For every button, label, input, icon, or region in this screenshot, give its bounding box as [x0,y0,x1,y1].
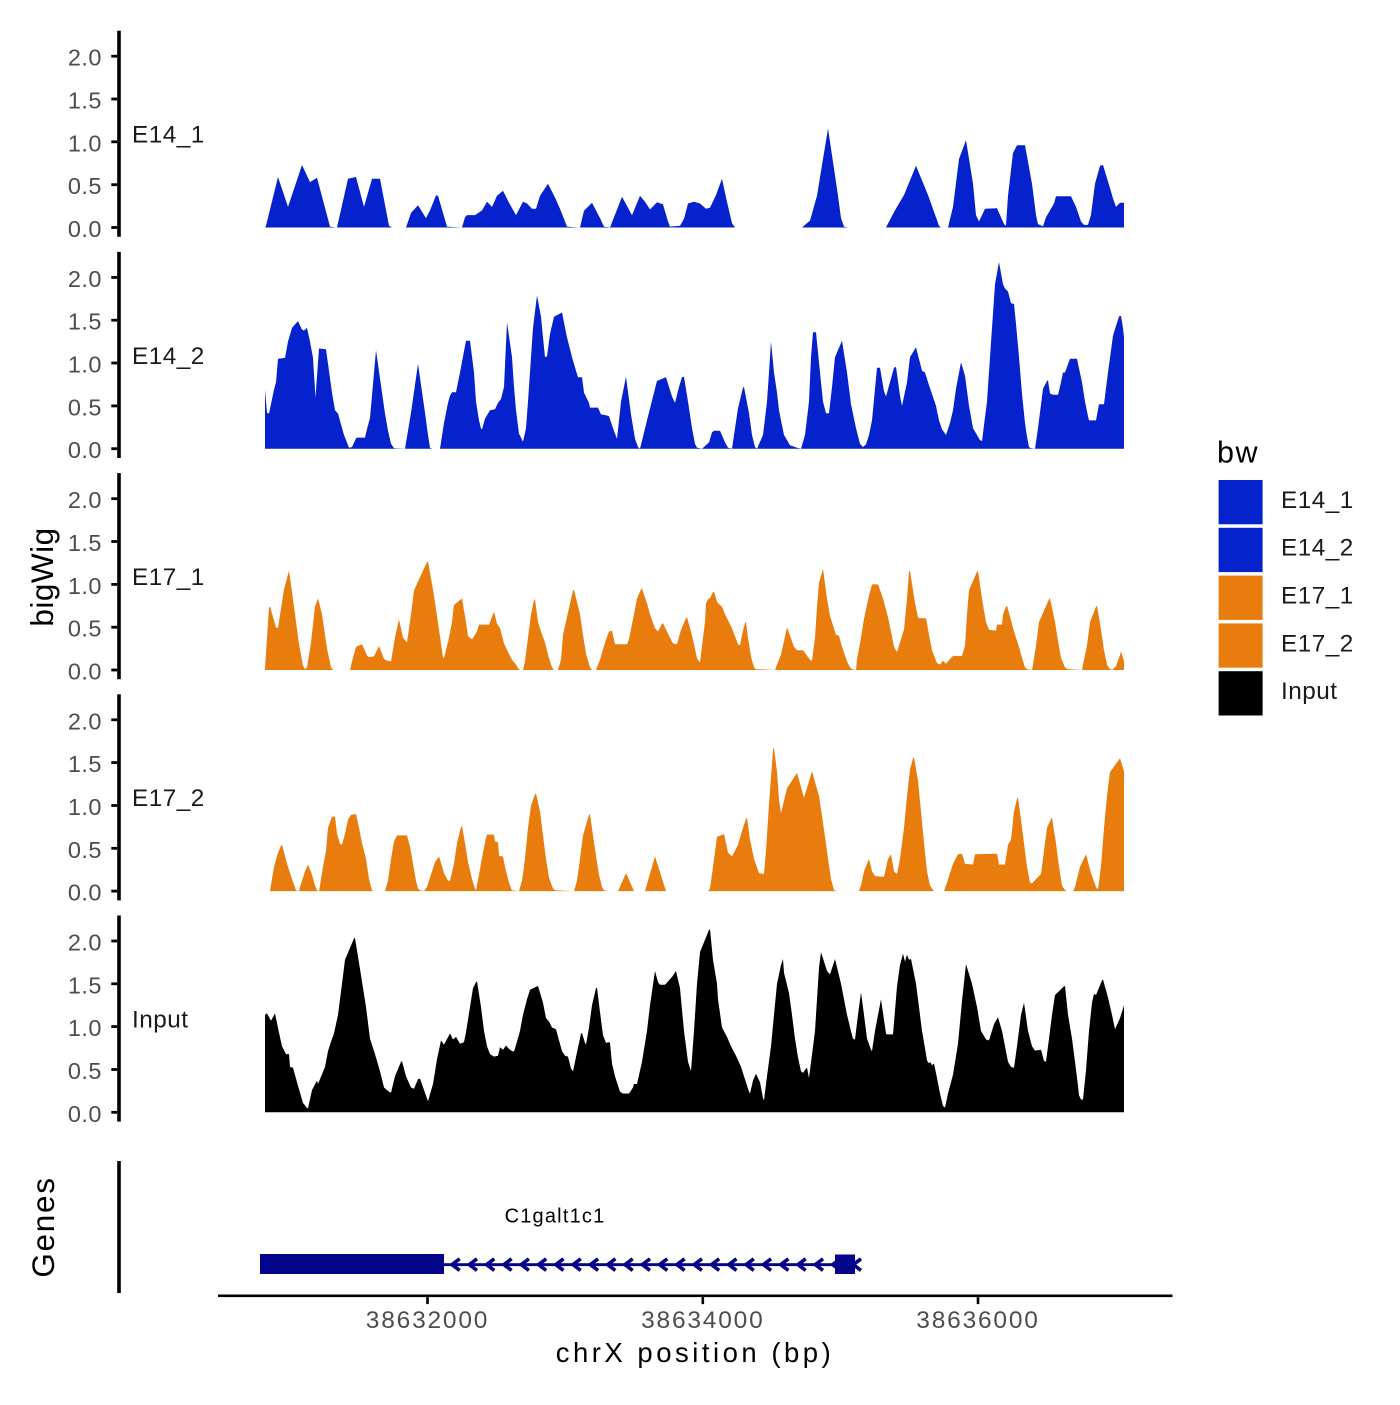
svg-text:Input: Input [132,1006,189,1033]
svg-text:1.5: 1.5 [68,530,102,556]
svg-text:E17_2: E17_2 [1281,630,1354,657]
svg-text:0.5: 0.5 [68,837,102,863]
svg-text:2.0: 2.0 [68,45,102,71]
svg-text:Input: Input [1281,678,1338,705]
svg-text:38634000: 38634000 [641,1307,764,1334]
svg-text:chrX position (bp): chrX position (bp) [556,1337,835,1368]
svg-text:1.0: 1.0 [68,352,102,378]
svg-text:2.0: 2.0 [68,266,102,292]
svg-text:2.0: 2.0 [68,487,102,513]
svg-text:0.0: 0.0 [68,1101,102,1127]
svg-text:0.0: 0.0 [68,437,102,463]
svg-text:1.0: 1.0 [68,130,102,156]
svg-text:E14_1: E14_1 [132,122,205,149]
svg-text:E14_2: E14_2 [1281,535,1354,562]
svg-text:1.0: 1.0 [68,794,102,820]
svg-text:0.0: 0.0 [68,880,102,906]
svg-text:1.5: 1.5 [68,309,102,335]
svg-text:bigWig: bigWig [24,527,60,626]
svg-text:1.5: 1.5 [68,972,102,998]
svg-text:0.5: 0.5 [68,1058,102,1084]
svg-text:2.0: 2.0 [68,708,102,734]
svg-text:bw: bw [1217,436,1259,470]
svg-text:1.0: 1.0 [68,573,102,599]
svg-text:E17_1: E17_1 [1281,583,1354,610]
svg-text:0.5: 0.5 [68,616,102,642]
svg-text:2.0: 2.0 [68,930,102,956]
svg-text:38632000: 38632000 [366,1307,489,1334]
svg-text:38636000: 38636000 [916,1307,1039,1334]
svg-text:0.5: 0.5 [68,173,102,199]
svg-text:1.5: 1.5 [68,88,102,114]
svg-text:0.0: 0.0 [68,659,102,685]
svg-text:E17_2: E17_2 [132,785,205,812]
svg-text:0.0: 0.0 [68,216,102,242]
svg-text:Genes: Genes [25,1176,61,1277]
svg-text:1.5: 1.5 [68,751,102,777]
svg-text:E14_1: E14_1 [1281,487,1354,514]
svg-text:1.0: 1.0 [68,1015,102,1041]
svg-text:E17_1: E17_1 [132,564,205,591]
svg-text:E14_2: E14_2 [132,343,205,370]
svg-text:C1galt1c1: C1galt1c1 [505,1206,606,1228]
svg-text:0.5: 0.5 [68,394,102,420]
